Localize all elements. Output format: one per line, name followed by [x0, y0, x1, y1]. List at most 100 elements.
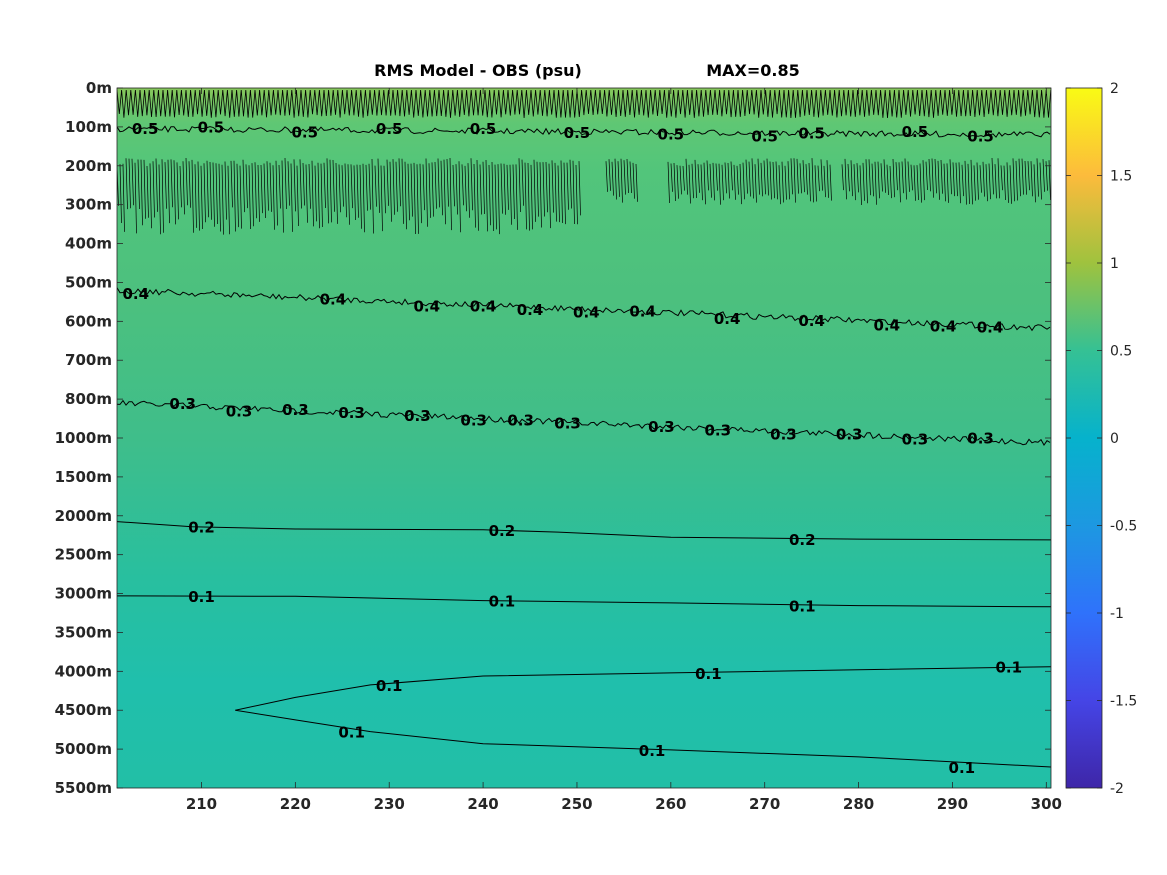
y-tick-label: 1000m [55, 429, 112, 447]
contour-line [117, 399, 1051, 446]
x-tick-label: 300 [1031, 795, 1062, 813]
contour-label: 0.4 [470, 297, 497, 315]
contour-label-group: 0.3 [282, 401, 309, 419]
contour-label-group: 0.5 [198, 119, 225, 137]
contour-label-group: 0.4 [977, 319, 1004, 337]
x-tick-label: 230 [374, 795, 405, 813]
y-tick-label: 300m [65, 196, 112, 214]
contour-label: 0.3 [404, 407, 431, 425]
colorbar-tick-label: 0 [1110, 431, 1119, 447]
contour-label: 0.3 [902, 430, 929, 448]
y-tick-label: 200m [65, 157, 112, 175]
contour-label-group: 0.2 [789, 531, 816, 549]
contour-label: 0.5 [967, 128, 994, 146]
contour-label-group: 0.3 [226, 402, 253, 420]
contour-label: 0.5 [902, 123, 929, 141]
contour-label-group: 0.3 [902, 430, 929, 448]
x-tick-label: 220 [280, 795, 311, 813]
colorbar-tick-label: -2 [1110, 781, 1124, 797]
contour-label: 0.5 [564, 124, 591, 142]
contour-label: 0.4 [122, 285, 149, 303]
contour-label-group: 0.3 [460, 412, 487, 430]
contour-label-group: 0.1 [995, 659, 1022, 677]
field-background [117, 88, 1051, 788]
chart-subtitle: MAX=0.85 [706, 61, 800, 80]
contour-labels: 0.5 0.5 0.5 0.5 0.5 0.5 0.5 0.5 0.5 0.5 0.5 0.4 0.4 0… [122, 119, 1022, 777]
contour-label: 0.1 [376, 677, 403, 695]
contour-label: 0.3 [648, 418, 675, 436]
contour-label: 0.3 [554, 414, 581, 432]
contour-noisy-band [117, 157, 1051, 235]
contour-label-group: 0.1 [338, 724, 365, 742]
y-tick-label: 4500m [55, 701, 112, 719]
y-tick-label: 0m [86, 79, 112, 97]
contour-label-group: 0.4 [573, 304, 600, 322]
contour-label: 0.4 [517, 301, 544, 319]
contour-label: 0.4 [714, 310, 741, 328]
contour-line [117, 521, 1051, 541]
y-tick-label: 5500m [55, 779, 112, 797]
contour-surface-band [117, 89, 1051, 119]
y-tick-label: 5000m [55, 740, 112, 758]
contour-label: 0.4 [320, 290, 347, 308]
x-axis: 210 220 230 240 250 260 270 280 290 300 [186, 88, 1062, 813]
contour-label-group: 0.3 [554, 414, 581, 432]
contour-label-group: 0.2 [489, 522, 516, 540]
x-tick-label: 290 [937, 795, 968, 813]
colorbar-ramp [1065, 87, 1103, 789]
contour-label-group: 0.4 [122, 285, 149, 303]
contour-label-group: 0.5 [470, 120, 497, 138]
contour-label-group: 0.1 [639, 742, 666, 760]
contour-label-group: 0.5 [132, 120, 159, 138]
contour-label-group: 0.4 [517, 301, 544, 319]
contour-label-group: 0.5 [291, 124, 318, 142]
contour-label: 0.1 [949, 759, 976, 777]
contour-label: 0.1 [789, 598, 816, 616]
contour-label: 0.3 [704, 422, 731, 440]
colorbar-tick-label: 2 [1110, 81, 1119, 97]
contour-label-group: 0.3 [169, 395, 196, 413]
contour-label: 0.5 [798, 125, 825, 143]
contour-label-group: 0.4 [320, 290, 347, 308]
contour-label: 0.3 [338, 404, 365, 422]
contour-label: 0.3 [282, 401, 309, 419]
contour-label-group: 0.1 [188, 588, 215, 606]
contour-label: 0.4 [977, 319, 1004, 337]
contour-label: 0.4 [573, 304, 600, 322]
contour-label: 0.5 [658, 125, 685, 143]
contour-label-group: 0.5 [658, 125, 685, 143]
contour-label: 0.5 [376, 120, 403, 138]
contour-label-group: 0.5 [967, 128, 994, 146]
contour-label: 0.2 [188, 519, 215, 537]
contour-label-group: 0.3 [770, 426, 797, 444]
contour-label: 0.3 [460, 412, 487, 430]
contour-label: 0.5 [470, 120, 497, 138]
colorbar-ticks: 2 1.5 1 0.5 0 -0.5 -1 -1.5 -2 [1066, 81, 1137, 797]
contour-label-group: 0.5 [798, 125, 825, 143]
y-tick-label: 3000m [55, 585, 112, 603]
colorbar: 2 1.5 1 0.5 0 -0.5 -1 -1.5 -2 [1065, 81, 1137, 797]
y-tick-label: 2000m [55, 507, 112, 525]
contour-label: 0.1 [995, 659, 1022, 677]
contour-label: 0.3 [226, 402, 253, 420]
colorbar-tick-label: -0.5 [1110, 519, 1137, 535]
y-tick-label: 500m [65, 273, 112, 291]
contour-label-group: 0.1 [489, 593, 516, 611]
contour-label-group: 0.5 [902, 123, 929, 141]
contour-label: 0.5 [291, 124, 318, 142]
contour-label: 0.5 [198, 119, 225, 137]
colorbar-tick-label: -1 [1110, 606, 1124, 622]
contour-line [117, 287, 1051, 332]
x-tick-label: 250 [561, 795, 592, 813]
contour-label-group: 0.1 [949, 759, 976, 777]
contour-label: 0.1 [695, 665, 722, 683]
chart-title: RMS Model - OBS (psu) [374, 61, 582, 80]
contour-label: 0.3 [507, 411, 534, 429]
contour-label: 0.2 [489, 522, 516, 540]
contour-label: 0.2 [789, 531, 816, 549]
y-tick-label: 1500m [55, 468, 112, 486]
contour-label-group: 0.3 [967, 430, 994, 448]
x-tick-label: 270 [749, 795, 780, 813]
x-tick-label: 240 [467, 795, 498, 813]
